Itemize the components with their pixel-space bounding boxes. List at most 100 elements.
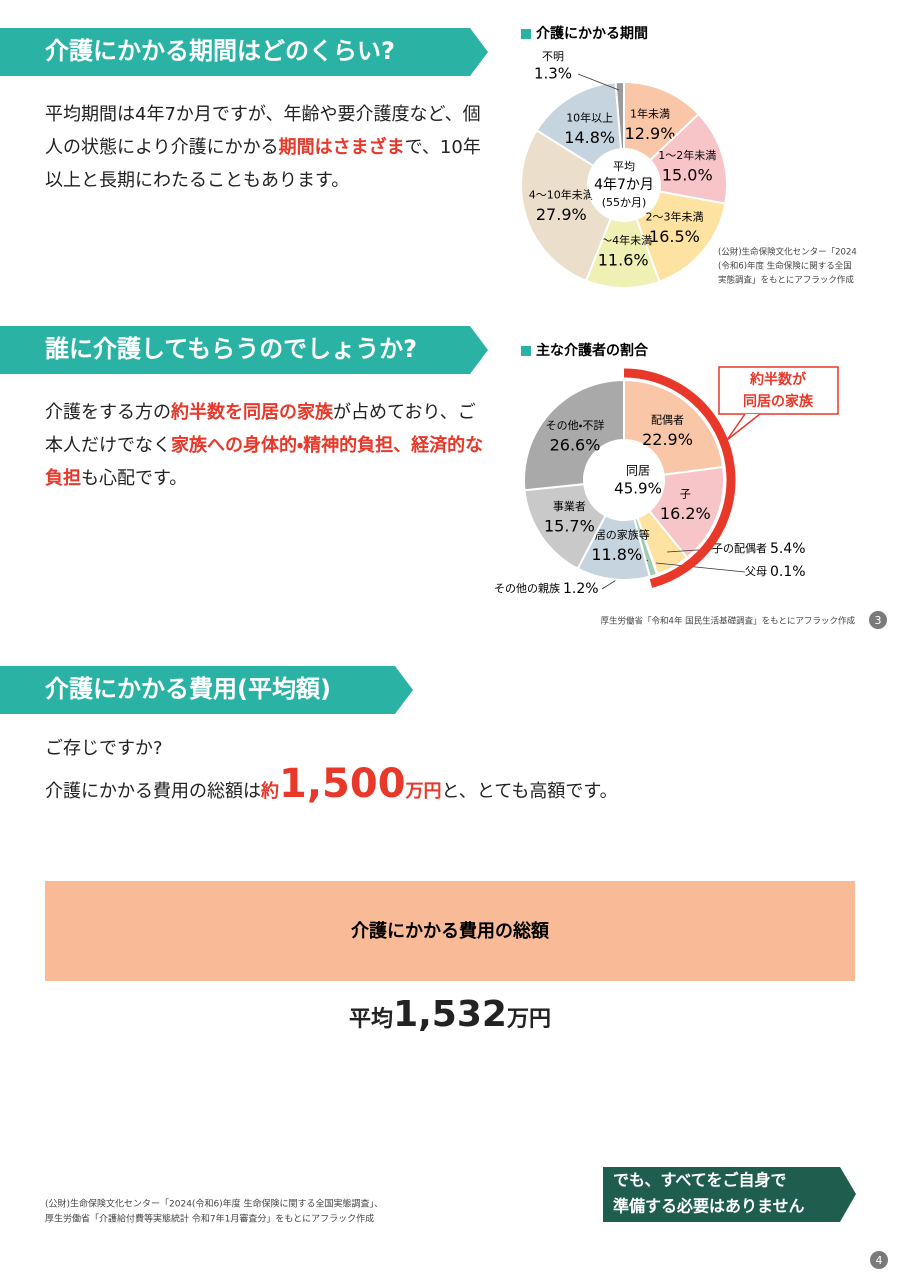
callout-box	[718, 366, 839, 415]
value-label: 1.2%	[563, 581, 599, 597]
text-run: 介護をする方の	[45, 402, 171, 423]
text-run: と、とても高額です。	[441, 781, 618, 802]
page-badge	[870, 1251, 888, 1269]
value-label: 5.4%	[770, 541, 806, 557]
slice	[647, 465, 725, 560]
text-run: 万円	[405, 781, 442, 802]
slice-label: 事業者	[553, 500, 586, 513]
value-label: 1.3%	[534, 65, 572, 83]
heading-band	[0, 666, 413, 714]
callout-text: 約半数が	[749, 371, 807, 388]
chart-title: 介護にかかる期間	[536, 25, 648, 42]
text-run: 平均	[349, 1007, 394, 1032]
banner-band	[603, 1167, 856, 1222]
leader-line	[655, 562, 746, 573]
source-note: (令和6)年度 生命保険に関する全国	[718, 261, 852, 272]
leader-line	[577, 73, 620, 91]
slice-label: 1年未満	[630, 106, 670, 120]
text-run: 家族への身体的・精神的負担、経済的な負担	[45, 435, 484, 489]
slice-label: 子の配偶者	[712, 542, 767, 555]
page-number: 4	[876, 1254, 883, 1267]
slice	[635, 190, 727, 283]
text-run: 平均期間は4年7か月ですが、年齢や要介護度など、個人の状態により介護にかかる	[45, 104, 481, 158]
intro: ご存じですか?	[45, 738, 163, 759]
callout-text: 同居の家族	[743, 393, 814, 410]
value-label: 16.5%	[649, 227, 700, 246]
center-text: 平均	[613, 159, 635, 173]
chart-title: 主な介護者の割合	[536, 342, 649, 359]
slice-label: 別居の家族等	[584, 528, 650, 542]
slice	[623, 378, 725, 476]
center-text: (55か月)	[602, 196, 647, 209]
value-label: 14.8%	[564, 128, 615, 147]
slice-label: 父母	[745, 565, 767, 578]
hole	[589, 150, 659, 220]
slice-label: 3～4年未満	[594, 233, 652, 247]
text-run: 約半数を同居の家族	[171, 402, 333, 423]
heading-band	[0, 326, 488, 374]
page-badge	[869, 611, 887, 629]
group-value: 45.9%	[614, 480, 662, 498]
group-arc	[623, 368, 736, 588]
slice-label: 配偶者	[651, 413, 684, 426]
paragraph: 介護をする方の約半数を同居の家族が占めており、ご本人だけでなく家族への身体的・精…	[45, 396, 485, 495]
slice-label: その他の親族	[494, 581, 560, 595]
footnote: (公財)生命保険文化センター「2024(令和6)年度 生命保険に関する全国実態調…	[45, 1198, 383, 1210]
text-run: 1,500	[279, 761, 406, 807]
value-label: 11.8%	[591, 545, 642, 564]
banner-text: でも、すべてをご自身で	[613, 1171, 786, 1190]
slice-label: 子	[680, 487, 691, 500]
text-run: 1,532	[393, 994, 507, 1035]
text-run: で、10年以上と長期にわたることもあります。	[45, 137, 481, 191]
slice-label: 4～10年未満	[529, 188, 594, 202]
slice	[535, 81, 623, 168]
text-run: 万円	[506, 1007, 551, 1032]
slice-label: 不明	[542, 50, 564, 63]
value-label: 16.2%	[660, 504, 711, 523]
slice-label: 2～3年未満	[645, 210, 703, 224]
slice	[520, 128, 613, 283]
value-label: 22.9%	[642, 430, 693, 449]
value-label: 12.9%	[625, 124, 676, 143]
text-run: 介護にかかる費用の総額は	[45, 781, 261, 802]
slice	[523, 378, 625, 492]
heading: 誰に介護してもらうのでしょうか?	[45, 335, 417, 363]
text-run: も心配です。	[81, 468, 188, 489]
center-text: 4年7か月	[594, 177, 654, 193]
text-run: 期間はさまざま	[278, 137, 405, 158]
slice-label: 10年以上	[566, 111, 613, 125]
statement: 介護にかかる費用の総額は約1,500万円と、とても高額です。	[45, 758, 618, 818]
heading: 介護にかかる期間はどのくらい?	[45, 37, 395, 65]
legend-square	[521, 346, 531, 356]
value-label: 27.9%	[536, 205, 587, 224]
value-label: 15.0%	[662, 166, 713, 185]
value-label: 0.1%	[770, 564, 806, 580]
group-label: 同居	[626, 464, 650, 478]
text-run: が占めており、ご本人だけでなく	[45, 402, 476, 456]
slice	[648, 112, 728, 205]
text-run: 約	[261, 781, 279, 802]
value-label: 26.6%	[550, 435, 601, 454]
legend-square	[521, 29, 531, 39]
heading: 介護にかかる費用(平均額)	[45, 675, 331, 703]
footnote: 厚生労働省「介護給付費等実態統計 令和7年1月審査分」をもとにアフラック作成	[45, 1213, 374, 1225]
value-label: 11.6%	[598, 250, 649, 269]
heading-band	[0, 28, 488, 76]
slice-label: 1～2年未満	[658, 148, 716, 162]
callout-pointer	[726, 413, 761, 441]
source-note: 実態調査」をもとにアフラック作成	[718, 275, 854, 286]
source-note: 厚生労働省「令和4年 国民生活基礎調査」をもとにアフラック作成	[601, 616, 856, 627]
source-note: (公財)生命保険文化センター「2024	[718, 247, 857, 258]
paragraph: 平均期間は4年7か月ですが、年齢や要介護度など、個人の状態により介護にかかる期間…	[45, 98, 485, 197]
banner-text: 準備する必要はありません	[613, 1197, 805, 1216]
hole	[585, 441, 663, 519]
cost-box	[45, 881, 855, 981]
page-number: 3	[875, 614, 882, 627]
chart: 介護にかかる期間 1年未満 12.9% 1～2年未満 15.0% 2～3年未満 16.5%3…	[520, 25, 857, 289]
value-label: 15.7%	[544, 517, 595, 536]
slice-label: その他・不詳	[546, 418, 605, 432]
slice	[614, 80, 625, 151]
